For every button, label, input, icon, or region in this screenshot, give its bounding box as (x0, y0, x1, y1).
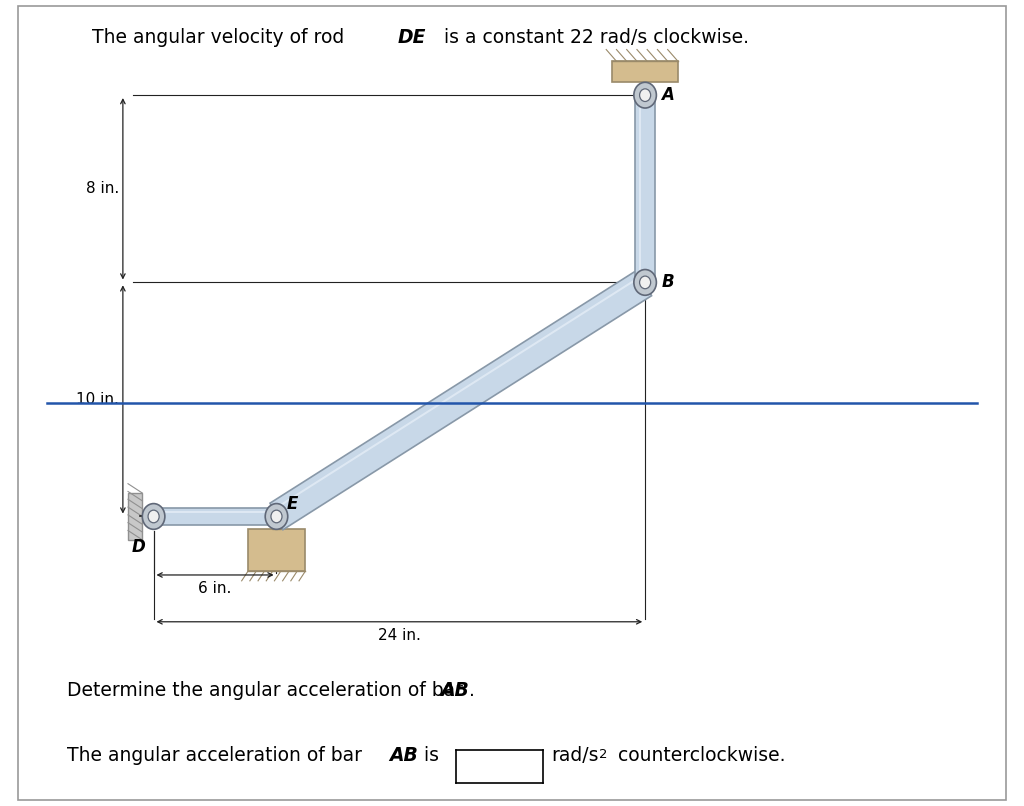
Bar (128, 493, 142, 540)
Circle shape (634, 269, 656, 295)
Text: B: B (662, 273, 674, 292)
Circle shape (148, 510, 159, 523)
Circle shape (634, 82, 656, 108)
Bar (248, 530, 305, 571)
Text: The angular velocity of rod: The angular velocity of rod (92, 28, 350, 48)
Polygon shape (154, 509, 276, 525)
Text: Determine the angular acceleration of bar: Determine the angular acceleration of ba… (67, 681, 469, 700)
Text: 10 in.: 10 in. (76, 392, 119, 407)
Text: AB: AB (440, 681, 469, 700)
Text: is: is (418, 746, 439, 765)
Text: DE: DE (397, 28, 426, 48)
Text: D: D (132, 538, 145, 555)
Text: counterclockwise.: counterclockwise. (612, 746, 785, 765)
Text: 6 in.: 6 in. (199, 581, 231, 596)
Text: The angular acceleration of bar: The angular acceleration of bar (67, 746, 368, 765)
Circle shape (142, 504, 165, 530)
Circle shape (640, 89, 650, 102)
Text: A: A (662, 86, 675, 104)
Text: .: . (469, 681, 475, 700)
Text: rad/s: rad/s (551, 746, 598, 765)
Text: is a constant 22 rad/s clockwise.: is a constant 22 rad/s clockwise. (438, 28, 750, 48)
Circle shape (271, 510, 282, 523)
Polygon shape (635, 95, 655, 282)
Text: AB: AB (389, 746, 418, 765)
Circle shape (640, 276, 650, 289)
Text: 8 in.: 8 in. (86, 181, 119, 197)
Text: 24 in.: 24 in. (378, 628, 421, 642)
Polygon shape (270, 269, 651, 530)
Text: E: E (287, 495, 298, 513)
Circle shape (265, 504, 288, 530)
Bar (612, 61, 678, 82)
Text: 2: 2 (599, 748, 607, 761)
Bar (272, 520, 281, 530)
